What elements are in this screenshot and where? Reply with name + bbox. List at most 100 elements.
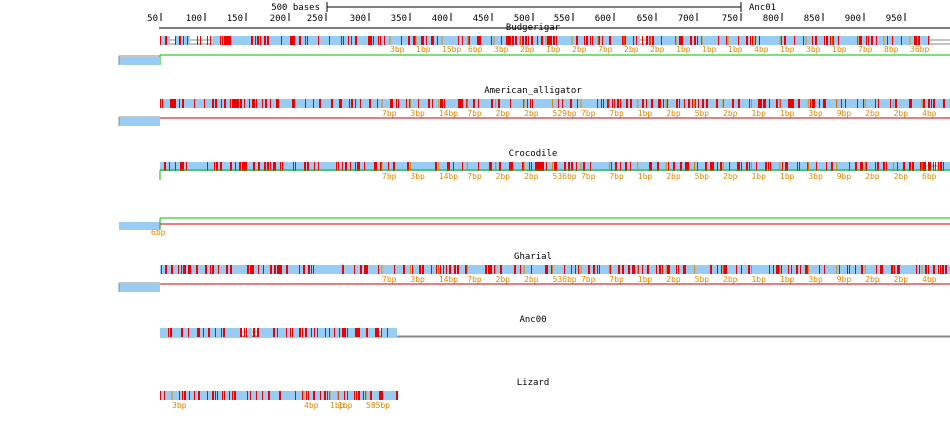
substitution-mark	[749, 162, 750, 171]
substitution-mark	[331, 99, 333, 108]
substitution-mark	[238, 99, 239, 108]
substitution-mark	[342, 162, 343, 171]
substitution-mark	[490, 162, 492, 171]
substitution-mark	[592, 36, 593, 45]
substitution-mark	[796, 265, 797, 274]
substitution-mark	[943, 162, 944, 171]
ruler-tick-label: 700	[678, 14, 694, 24]
substitution-mark	[491, 99, 493, 108]
substitution-mark	[436, 162, 437, 171]
substitution-mark	[250, 391, 251, 400]
substitution-mark	[412, 265, 413, 274]
substitution-mark	[197, 328, 198, 337]
substitution-mark	[625, 162, 626, 171]
substitution-mark	[207, 391, 208, 400]
track-name: American_alligator	[484, 86, 582, 96]
substitution-mark	[396, 99, 397, 108]
insertion-label: 2bp	[666, 275, 681, 284]
substitution-mark	[189, 391, 190, 400]
substitution-mark	[910, 99, 912, 108]
insertion-label: 5bp	[695, 172, 710, 181]
substitution-mark	[343, 328, 345, 337]
substitution-mark	[286, 328, 287, 337]
aligned-block	[160, 328, 242, 337]
insertion-label: 6bp	[151, 228, 166, 237]
substitution-mark	[243, 162, 245, 171]
ruler-tick-label: 900	[845, 14, 861, 24]
substitution-mark	[179, 99, 180, 108]
substitution-mark	[717, 162, 718, 171]
substitution-mark	[928, 162, 929, 171]
substitution-mark	[766, 162, 767, 171]
insertion-label: 1bp	[546, 45, 561, 54]
insertion-label: 2bp	[723, 172, 738, 181]
ruler-tick-label: 750	[722, 14, 738, 24]
substitution-mark	[798, 99, 799, 108]
substitution-mark	[305, 99, 306, 108]
substitution-mark	[618, 99, 619, 108]
substitution-mark	[702, 99, 704, 108]
substitution-mark	[387, 328, 388, 337]
substitution-mark	[555, 162, 557, 171]
substitution-mark	[784, 36, 785, 45]
duplication-row: 6bp	[119, 217, 950, 237]
insertion-label: 2bp	[524, 109, 539, 118]
substitution-mark	[314, 162, 315, 171]
substitution-mark	[584, 36, 585, 45]
substitution-mark	[577, 36, 578, 45]
substitution-mark	[215, 391, 216, 400]
insertion-label: 7bp	[609, 275, 624, 284]
duplication-block	[119, 57, 160, 65]
substitution-mark	[537, 36, 538, 45]
substitution-mark	[182, 391, 183, 400]
insertion-label: 1bp	[338, 401, 353, 410]
insertion-label: 1bp	[780, 172, 795, 181]
base-ruler: 50 100 150 200 250 300 350 400 450 500 550 600 650 70…	[147, 13, 950, 29]
substitution-mark	[161, 265, 162, 274]
insertion-label: 5bp	[695, 109, 710, 118]
substitution-mark	[390, 99, 392, 108]
substitution-mark	[234, 391, 236, 400]
substitution-mark	[539, 162, 540, 171]
substitution-mark	[523, 99, 524, 108]
insertion-label: 14bp	[439, 275, 458, 284]
substitution-mark	[282, 162, 283, 171]
substitution-mark	[849, 162, 850, 171]
substitution-mark	[254, 99, 255, 108]
substitution-mark	[599, 265, 600, 274]
substitution-mark	[240, 162, 241, 171]
substitution-mark	[230, 162, 231, 171]
substitution-mark	[174, 99, 176, 108]
substitution-mark	[839, 265, 840, 274]
substitution-mark	[293, 162, 294, 171]
insertion-label: 2bp	[520, 45, 535, 54]
substitution-mark	[244, 99, 245, 108]
insertion-label: 1bp	[702, 45, 717, 54]
substitution-mark	[220, 162, 222, 171]
substitution-mark	[862, 162, 863, 171]
insertion-label: 1bp	[751, 109, 766, 118]
substitution-mark	[710, 265, 711, 274]
insertion-label: 9bp	[837, 275, 852, 284]
substitution-mark	[183, 162, 184, 171]
substitution-mark	[173, 99, 174, 108]
substitution-mark	[295, 162, 296, 171]
substitution-mark	[370, 391, 372, 400]
substitution-mark	[462, 162, 463, 171]
insertion-label: 1bp	[416, 45, 431, 54]
substitution-mark	[221, 99, 222, 108]
substitution-mark	[318, 162, 319, 171]
substitution-mark	[256, 99, 257, 108]
substitution-mark	[164, 391, 165, 400]
ruler-tick-label: 800	[763, 14, 779, 24]
substitution-mark	[225, 36, 227, 45]
substitution-mark	[501, 265, 502, 274]
substitution-mark	[615, 162, 617, 171]
substitution-mark	[267, 162, 268, 171]
substitution-mark	[249, 99, 250, 108]
insertion-label: 9bp	[837, 172, 852, 181]
substitution-mark	[478, 162, 479, 171]
substitution-mark	[364, 265, 365, 274]
substitution-mark	[348, 36, 349, 45]
substitution-mark	[694, 36, 696, 45]
